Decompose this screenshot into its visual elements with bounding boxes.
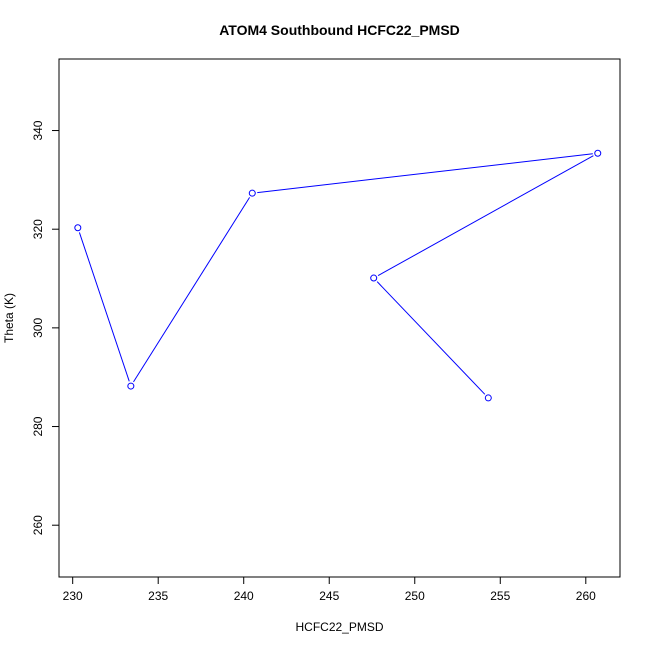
y-axis-label: Theta (K): [2, 293, 16, 343]
x-axis: 230 235 240 245 250 255 260: [63, 576, 596, 603]
x-tick-label: 260: [576, 589, 596, 603]
x-tick-label: 230: [63, 589, 83, 603]
y-tick-label: 260: [31, 515, 45, 535]
series-segment: [377, 155, 594, 277]
series-layer: [74, 149, 602, 402]
y-axis: 260 280 300 320 340: [31, 120, 60, 535]
data-point: [248, 189, 256, 197]
series-segment: [133, 197, 251, 383]
data-point: [484, 394, 492, 402]
data-point: [127, 382, 135, 390]
x-tick-label: 255: [490, 589, 510, 603]
series-segment: [376, 281, 486, 395]
data-point: [74, 224, 82, 232]
plot-area-frame: [58, 58, 621, 578]
chart-title: ATOM4 Southbound HCFC22_PMSD: [219, 22, 460, 38]
y-tick-label: 320: [31, 219, 45, 239]
data-point: [594, 149, 602, 157]
x-tick-label: 240: [234, 589, 254, 603]
x-tick-label: 250: [405, 589, 425, 603]
x-tick-label: 235: [148, 589, 168, 603]
data-point: [370, 274, 378, 282]
series-segment: [257, 153, 593, 194]
series-segment: [78, 232, 130, 382]
y-tick-label: 280: [31, 416, 45, 436]
x-tick-label: 245: [319, 589, 339, 603]
y-tick-label: 340: [31, 120, 45, 140]
y-tick-label: 300: [31, 318, 45, 338]
x-axis-label: HCFC22_PMSD: [295, 620, 383, 634]
